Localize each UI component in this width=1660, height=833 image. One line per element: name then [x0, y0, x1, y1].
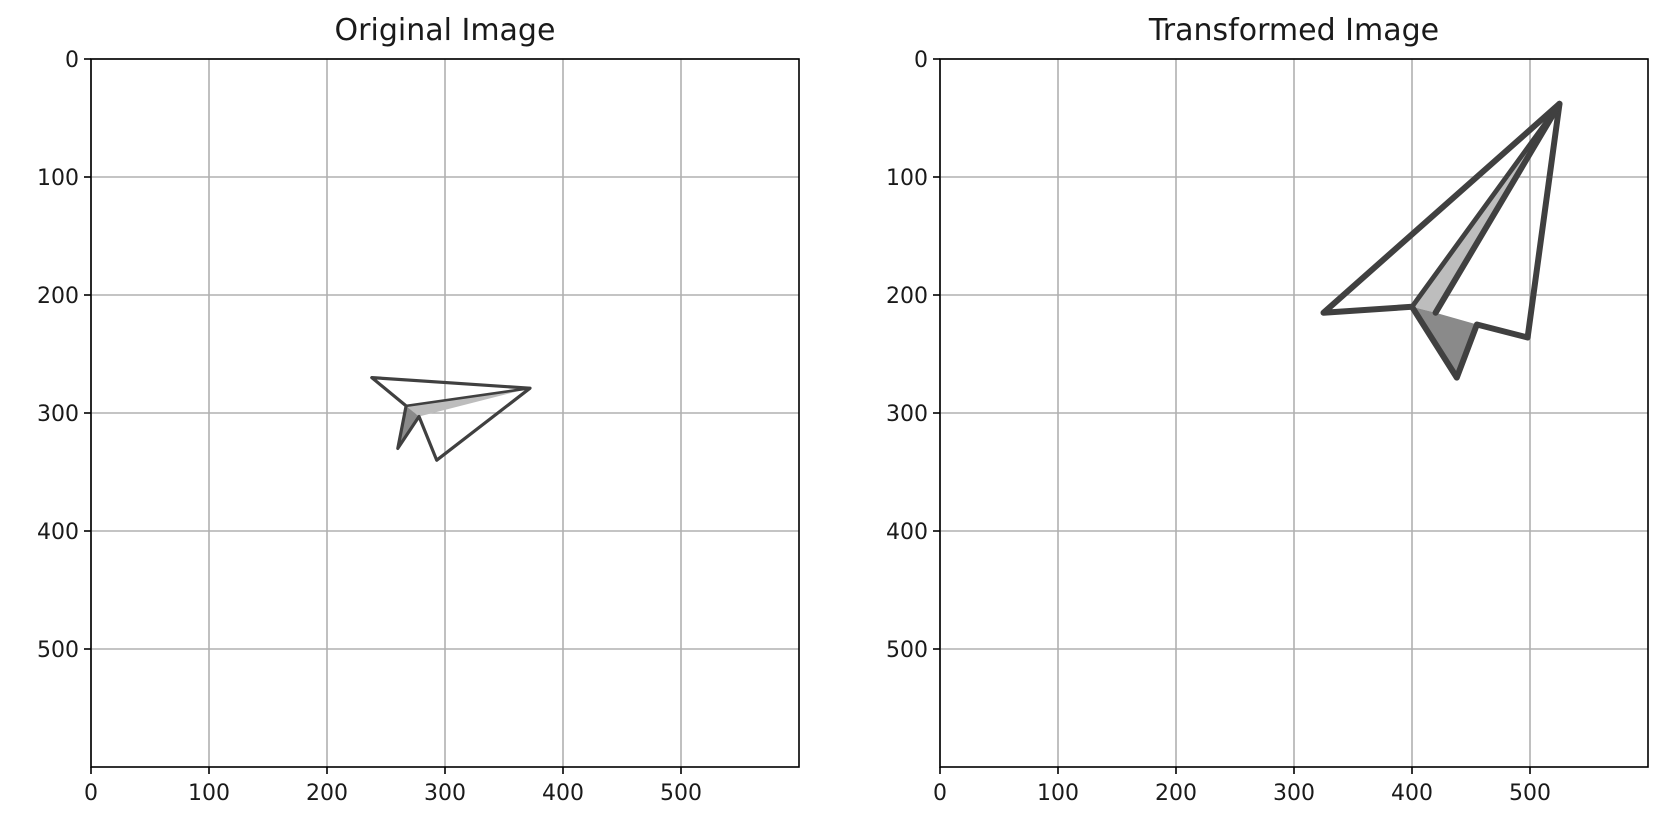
plane-outline [370, 376, 532, 462]
x-tick-label: 500 [1509, 781, 1551, 806]
x-tick-label: 500 [660, 781, 702, 806]
y-tick-label: 300 [37, 402, 79, 427]
x-tick-label: 300 [424, 781, 466, 806]
y-tick-label: 500 [37, 638, 79, 663]
plane-inner-fold [1432, 100, 1563, 316]
x-tick-label: 200 [1155, 781, 1197, 806]
paper-plane-icon [1320, 100, 1563, 381]
y-tick-label: 100 [37, 166, 79, 191]
x-tick-label: 400 [542, 781, 584, 806]
x-tick-label: 100 [1037, 781, 1079, 806]
y-tick-label: 0 [65, 48, 79, 73]
x-tick-label: 300 [1273, 781, 1315, 806]
y-tick-label: 200 [886, 284, 928, 309]
x-tick-label: 0 [933, 781, 947, 806]
y-tick-label: 500 [886, 638, 928, 663]
axes-panel-2: 0 100 200 300 400 500 0 100 200 300 400 500 Transfor… [886, 13, 1649, 806]
chart-title: Original Image [335, 13, 556, 48]
x-tick-label: 200 [306, 781, 348, 806]
x-tick-label: 400 [1391, 781, 1433, 806]
y-tick-label: 400 [37, 520, 79, 545]
y-tick-label: 300 [886, 402, 928, 427]
x-tick-label: 100 [188, 781, 230, 806]
y-tick-label: 400 [886, 520, 928, 545]
axes-panel-1: 0 100 200 300 400 500 0 100 200 300 400 500 Original… [37, 13, 800, 806]
y-tick-label: 0 [914, 48, 928, 73]
chart-title: Transformed Image [1148, 13, 1439, 48]
y-tick-label: 200 [37, 284, 79, 309]
x-tick-label: 0 [84, 781, 98, 806]
plane-inner-line [404, 386, 532, 408]
plane-inner-line [1409, 101, 1562, 310]
plane-fill-light [406, 388, 530, 417]
y-tick-label: 100 [886, 166, 928, 191]
paper-plane-icon [370, 376, 532, 462]
